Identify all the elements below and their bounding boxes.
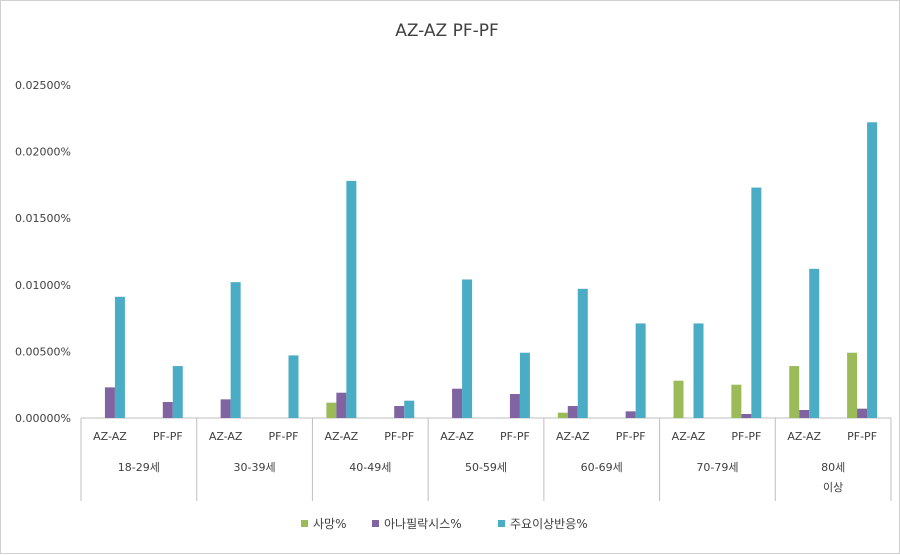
subcategory-label: AZ-AZ <box>325 430 359 443</box>
y-tick-label: 0.01500% <box>15 212 71 225</box>
age-group-label: 40-49세 <box>349 461 391 474</box>
subcategory-label: PF-PF <box>153 430 183 443</box>
bar <box>509 394 520 418</box>
legend-label: 주요이상반응% <box>510 517 588 531</box>
bar <box>288 355 299 418</box>
age-group-label: 이상 <box>823 481 843 494</box>
subcategory-label: AZ-AZ <box>209 430 243 443</box>
bar <box>751 187 762 418</box>
subcategory-label: AZ-AZ <box>440 430 474 443</box>
bar <box>220 399 231 418</box>
subcategory-label: AZ-AZ <box>556 430 590 443</box>
subcategory-label: PF-PF <box>500 430 530 443</box>
legend-swatch <box>498 520 505 527</box>
bar <box>635 323 646 418</box>
y-tick-label: 0.00000% <box>15 412 71 425</box>
bar <box>741 414 752 418</box>
bar <box>847 352 858 418</box>
bar <box>577 288 588 418</box>
legend-label: 사망% <box>313 517 346 531</box>
bar <box>567 406 578 418</box>
subcategory-label: PF-PF <box>616 430 646 443</box>
age-group-label: 60-69세 <box>581 461 623 474</box>
chart-title: AZ-AZ PF-PF <box>395 21 499 41</box>
bar <box>452 388 463 418</box>
bar <box>731 384 742 418</box>
legend-swatch <box>372 520 379 527</box>
bar <box>104 387 115 418</box>
subcategory-label: AZ-AZ <box>93 430 127 443</box>
age-group-label: 30-39세 <box>234 461 276 474</box>
x-axis: AZ-AZ PF-PF 18-29세 AZ-AZ PF-PF 30-39세 AZ-AZ PF-… <box>80 417 892 501</box>
bar <box>625 411 636 418</box>
bar <box>230 282 241 418</box>
bar <box>809 268 820 418</box>
bar <box>172 366 183 418</box>
bar <box>162 402 173 418</box>
bar <box>857 408 868 418</box>
bar <box>394 406 405 418</box>
y-tick-label: 0.02000% <box>15 146 71 159</box>
legend: 사망% 아나필락시스% 주요이상반응% <box>301 517 588 531</box>
bar <box>693 323 704 418</box>
bar <box>462 279 473 418</box>
subcategory-label: PF-PF <box>384 430 414 443</box>
y-tick-label: 0.00500% <box>15 345 71 358</box>
age-group-label: 18-29세 <box>118 461 160 474</box>
bar <box>557 412 568 418</box>
bar <box>114 296 125 418</box>
bar <box>673 380 684 418</box>
bar <box>336 392 347 418</box>
subcategory-label: AZ-AZ <box>672 430 706 443</box>
bar <box>404 400 415 418</box>
age-group-label: 70-79세 <box>696 461 738 474</box>
bar <box>867 122 878 419</box>
bar <box>346 180 357 418</box>
subcategory-label: PF-PF <box>269 430 299 443</box>
bar <box>519 352 530 418</box>
subcategory-label: PF-PF <box>731 430 761 443</box>
y-tick-label: 0.02500% <box>15 79 71 92</box>
y-axis: 0.00000% 0.00500% 0.01000% 0.01500% 0.02000%… <box>15 79 71 425</box>
subcategory-label: AZ-AZ <box>787 430 821 443</box>
y-tick-label: 0.01000% <box>15 279 71 292</box>
bar <box>326 402 337 418</box>
age-group-label: 50-59세 <box>465 461 507 474</box>
subcategory-label: PF-PF <box>847 430 877 443</box>
bar <box>789 366 800 418</box>
bars <box>104 122 878 419</box>
legend-label: 아나필락시스% <box>384 517 462 531</box>
age-group-label: 80세 <box>821 461 845 474</box>
bar <box>799 410 810 418</box>
legend-swatch <box>301 520 308 527</box>
